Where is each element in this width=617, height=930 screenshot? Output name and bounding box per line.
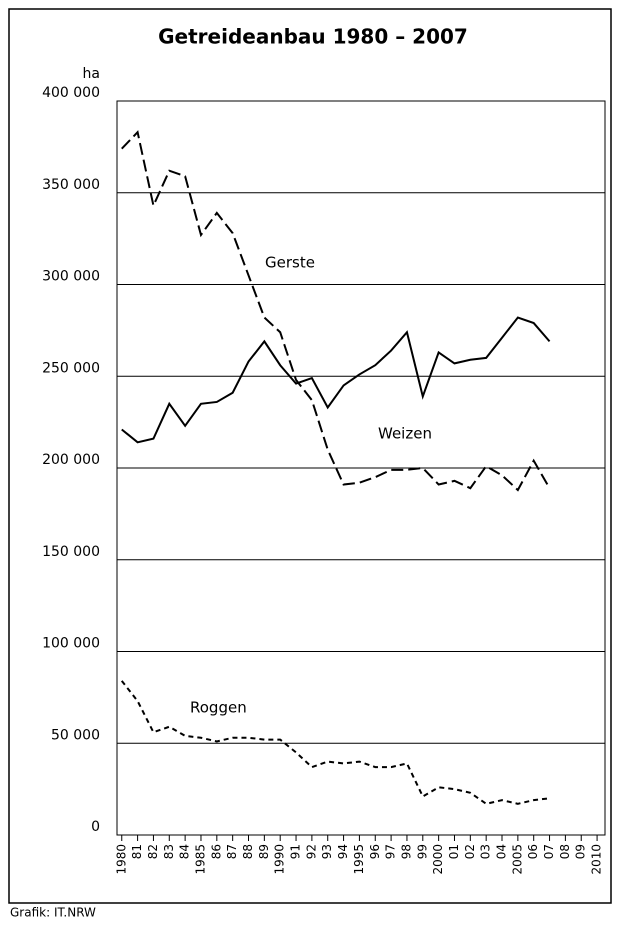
series-line <box>120 680 550 805</box>
y-tick-label: 150 000 <box>42 544 100 560</box>
chart-title: Getreideanbau 1980 – 2007 <box>158 25 468 49</box>
x-tick-label: 83 <box>162 844 176 859</box>
frame <box>8 8 612 904</box>
y-tick-label: 50 000 <box>51 727 100 743</box>
y-tick-label: 200 000 <box>42 452 100 468</box>
x-tick-label: 87 <box>225 844 239 859</box>
series-label: Roggen <box>190 699 247 717</box>
source: Grafik: IT.NRW <box>10 906 96 920</box>
series-line <box>121 316 551 444</box>
x-tick-label: 94 <box>336 844 350 859</box>
x-tick-label: 1990 <box>273 844 287 875</box>
x-tick-label: 1995 <box>352 844 366 875</box>
x-tick-label: 93 <box>320 844 334 859</box>
x-tick-label: 99 <box>415 844 429 859</box>
series-line <box>121 130 551 492</box>
x-tick-label: 09 <box>574 844 588 859</box>
x-tick-label: 2000 <box>431 844 445 875</box>
x-tick-label: 1980 <box>114 844 128 875</box>
x-tick-label: 07 <box>542 844 556 859</box>
y-tick-label: 0 <box>91 819 100 835</box>
x-tick-label: 1985 <box>193 844 207 875</box>
y-tick-label: 100 000 <box>42 636 100 652</box>
x-tick-label: 03 <box>479 844 493 859</box>
x-tick-label: 86 <box>209 844 223 859</box>
x-tick-label: 91 <box>289 844 303 859</box>
x-tick-label: 06 <box>526 844 540 859</box>
y-axis-label: ha <box>83 66 100 82</box>
series-label: Weizen <box>378 425 432 443</box>
x-tick-label: 2005 <box>510 844 524 875</box>
x-tick-label: 96 <box>368 844 382 859</box>
x-tick-label: 01 <box>447 844 461 859</box>
x-tick-label: 2010 <box>590 844 604 875</box>
x-tick-label: 82 <box>146 844 160 859</box>
x-tick-label: 97 <box>384 844 398 859</box>
y-tick-label: 350 000 <box>42 177 100 193</box>
x-tick-label: 98 <box>399 844 413 859</box>
x-tick-label: 81 <box>130 844 144 859</box>
series-label: Gerste <box>265 254 315 272</box>
x-tick-label: 02 <box>463 844 477 859</box>
y-tick-label: 300 000 <box>42 269 100 285</box>
x-tick-label: 84 <box>178 844 192 859</box>
x-tick-label: 88 <box>241 844 255 859</box>
x-tick-label: 89 <box>257 844 271 859</box>
x-tick-label: 08 <box>558 844 572 859</box>
x-tick-label: 04 <box>495 844 509 859</box>
y-tick-label: 400 000 <box>42 85 100 101</box>
x-tick-label: 92 <box>304 844 318 859</box>
y-tick-label: 250 000 <box>42 360 100 376</box>
